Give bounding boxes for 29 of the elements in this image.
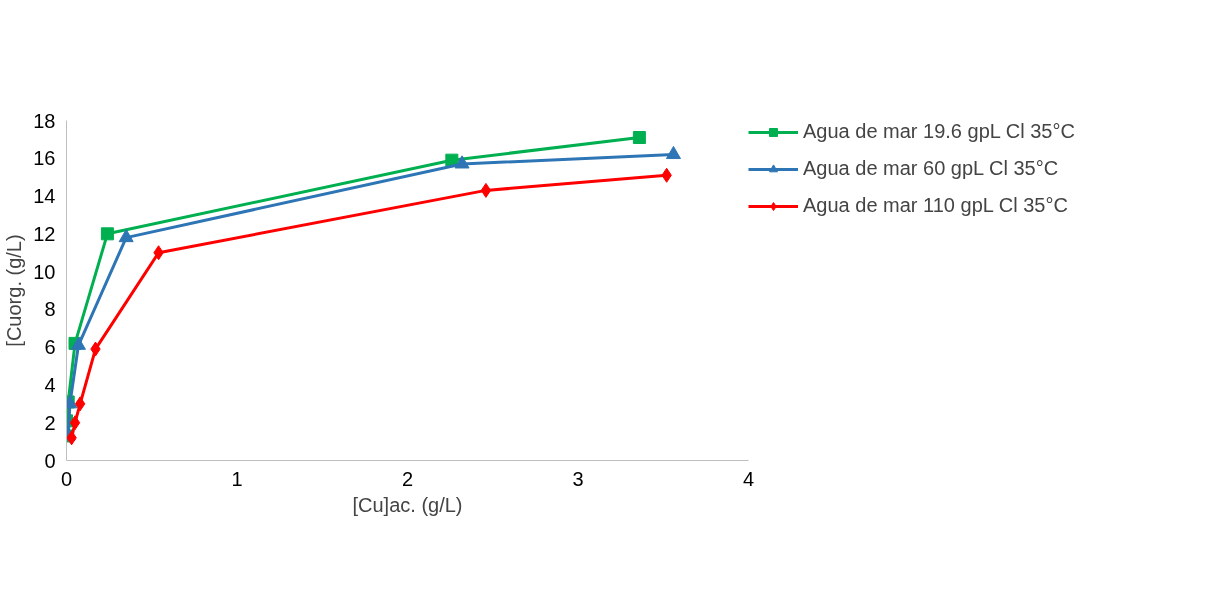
x-tick-label: 4 (742, 467, 755, 490)
y-axis-title: [Cuorg. (g/L) (3, 234, 26, 347)
legend-label: Agua de mar 110 gpL Cl 35°C (803, 194, 1068, 217)
point (70, 336, 86, 350)
point (665, 145, 681, 160)
point (480, 182, 492, 198)
y-tick-label: 10 (33, 260, 56, 283)
point (454, 155, 470, 169)
x-tick-label: 2 (401, 467, 414, 490)
y-tick-label: 6 (44, 336, 56, 359)
x-tick-label: 1 (231, 467, 243, 490)
x-tick-label: 0 (60, 467, 73, 490)
legend-label: Agua de mar 60 gpL Cl 35°C (803, 157, 1059, 180)
point (118, 229, 134, 243)
legend-label: Agua de mar 19.6 gpL Cl 35°C (803, 120, 1075, 143)
y-tick-label: 16 (33, 147, 56, 170)
y-tick-label: 4 (44, 373, 56, 396)
point (632, 131, 646, 144)
point (74, 396, 86, 412)
point (69, 415, 81, 431)
y-tick-label: 18 (33, 109, 56, 132)
x-tick-label: 3 (572, 467, 584, 490)
point (100, 227, 114, 241)
y-tick-label: 0 (44, 449, 56, 472)
y-tick-label: 2 (44, 411, 56, 434)
y-tick-label: 14 (33, 185, 56, 208)
y-tick-label: 8 (44, 298, 56, 321)
y-tick-label: 12 (33, 222, 56, 245)
x-axis-title: [Cu]ac. (g/L) (352, 493, 463, 516)
